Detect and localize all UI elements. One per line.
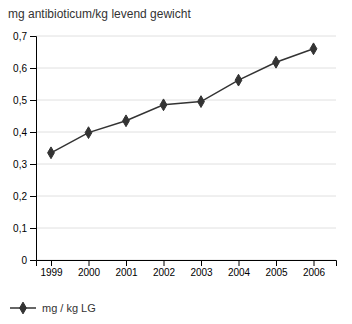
x-tick: 2001 [115,260,138,278]
x-tick-label: 2005 [265,267,288,278]
grid-line [36,164,336,165]
x-tick: 1999 [40,260,63,278]
x-tick-label: 2001 [115,267,138,278]
grid-line [36,68,336,69]
y-tick-label: 0,6 [13,63,27,74]
x-axis: 1999 2000 2001 2002 2003 2004 2005 2006 [37,260,337,278]
grid-line [36,36,336,37]
y-tick: 0,3 [13,159,36,170]
x-tick: 2003 [190,260,213,278]
y-tick: 0 [21,255,36,266]
y-tick-mark [30,260,36,261]
y-tick-label: 0,1 [13,223,27,234]
y-tick-label: 0 [21,255,27,266]
x-tick: 2002 [153,260,176,278]
x-tick-mark [51,260,52,266]
x-tick-mark [126,260,127,266]
y-axis-line [30,37,37,261]
x-tick: 2000 [78,260,101,278]
marker [160,99,167,111]
x-tick-label: 2002 [153,267,176,278]
x-axis-line [37,261,337,267]
y-tick: 0,5 [13,95,36,106]
y-tick-mark [30,164,36,165]
x-tick-mark [164,260,165,266]
title: mg antibioticum/kg levend gewicht [8,7,191,21]
x-tick: 2005 [265,260,288,278]
marker [235,74,242,86]
x-tick-mark [314,260,315,266]
x-tick: 2004 [228,260,251,278]
y-tick-mark [30,36,36,37]
marker [310,43,317,55]
y-tick: 0,4 [13,127,36,138]
grid-line [36,132,336,133]
x-tick-mark [239,260,240,266]
y-tick-mark [30,100,36,101]
legend-label: mg / kg LG [42,302,96,314]
y-tick-label: 0,3 [13,159,27,170]
legend-marker [20,302,27,314]
plot: 1999200020012002200320042005200600,10,20… [13,31,336,278]
y-tick-label: 0,7 [13,31,27,42]
legend: mg / kg LG [10,302,96,314]
x-tick-label: 2000 [78,267,101,278]
y-tick-mark [30,68,36,69]
grid [36,36,336,260]
marker [123,115,130,127]
y-tick-mark [30,196,36,197]
chart: mg antibioticum/kg levend gewicht 1999 200… [0,0,352,324]
grid-line [36,196,336,197]
y-tick-mark [30,132,36,133]
x-tick-label: 1999 [40,267,63,278]
y-tick: 0,1 [13,223,36,234]
y-tick: 0,2 [13,191,36,202]
y-tick: 0,7 [13,31,36,42]
x-tick-label: 2004 [228,267,251,278]
x-tick: 2006 [303,260,326,278]
marker [273,56,280,68]
legend-item: mg / kg LG [10,302,96,314]
grid-line [36,100,336,101]
x-tick-mark [276,260,277,266]
x-tick-mark [89,260,90,266]
marker [198,96,205,108]
grid-line [36,228,336,229]
y-tick-label: 0,2 [13,191,27,202]
y-tick: 0,6 [13,63,36,74]
x-tick-label: 2003 [190,267,213,278]
marker [48,147,55,159]
y-tick-mark [30,228,36,229]
line [51,49,314,153]
y-tick-label: 0,4 [13,127,27,138]
marks [48,43,317,159]
y-tick-label: 0,5 [13,95,27,106]
x-tick-label: 2006 [303,267,326,278]
x-tick-mark [201,260,202,266]
y-axis: 0 0,1 0,2 0,3 0,4 0,5 0,6 0,7 [13,31,36,266]
marker [85,127,92,139]
